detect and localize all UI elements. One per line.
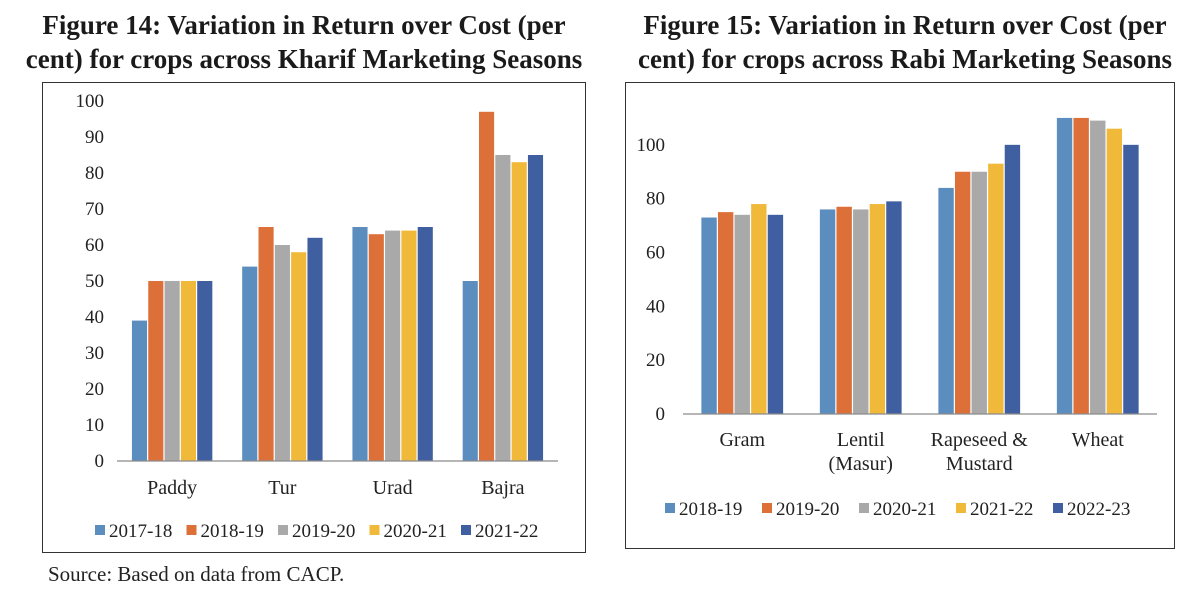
rabi-legend-swatch-2019-20 [762, 503, 772, 513]
kharif-legend-swatch-2018-19 [186, 525, 197, 535]
kharif-y-tick-label: 70 [85, 199, 104, 220]
rabi-y-tick-label: 100 [637, 135, 666, 156]
kharif-bar-2021-22 [417, 227, 433, 461]
kharif-bar-2018-19 [258, 227, 274, 461]
kharif-bar-2019-20 [385, 230, 401, 461]
rabi-bar-2021-22 [1106, 128, 1123, 414]
rabi-legend-swatch-2018-19 [665, 503, 675, 513]
rabi-y-tick-label: 60 [646, 243, 665, 264]
kharif-y-tick-label: 0 [95, 451, 105, 472]
kharif-legend-swatch-2017-18 [95, 525, 105, 535]
kharif-y-tick-label: 80 [85, 163, 104, 184]
kharif-y-tick-label: 30 [85, 343, 104, 364]
rabi-y-tick-label: 80 [646, 189, 665, 210]
rabi-legend-swatch-2020-21 [859, 503, 869, 513]
kharif-legend-swatch-2021-22 [461, 525, 471, 535]
kharif-bar-2021-22 [527, 155, 544, 461]
kharif-y-tick-label: 50 [85, 271, 104, 292]
rabi-bar-2018-19 [938, 187, 954, 414]
rabi-category-label: Gram [719, 429, 765, 451]
rabi-bar-2022-23 [886, 201, 902, 414]
rabi-legend-label: 2019-20 [776, 499, 839, 520]
rabi-bar-2022-23 [1004, 144, 1021, 415]
kharif-bar-2018-19 [148, 281, 164, 461]
kharif-y-tick-label: 60 [85, 235, 104, 256]
rabi-bar-2018-19 [701, 217, 717, 414]
rabi-legend-swatch-2021-22 [956, 503, 966, 513]
figure-15-title-line1: Figure 15: Variation in Return over Cost… [643, 10, 1167, 40]
rabi-category-label: (Masur) [829, 453, 893, 475]
kharif-bar-2017-18 [242, 266, 258, 461]
kharif-bar-2019-20 [164, 281, 180, 461]
kharif-legend-label: 2020-21 [384, 521, 447, 542]
kharif-y-tick-label: 90 [85, 127, 104, 148]
rabi-y-tick-label: 40 [646, 296, 665, 317]
rabi-legend-label: 2022-23 [1067, 499, 1130, 520]
figure-14-title: Figure 14: Variation in Return over Cost… [0, 8, 608, 76]
kharif-y-tick-label: 10 [85, 415, 104, 436]
rabi-bar-2019-20 [717, 212, 734, 414]
kharif-bar-2017-18 [352, 227, 368, 461]
kharif-legend-label: 2019-20 [292, 521, 355, 542]
kharif-bar-2020-21 [291, 252, 307, 461]
rabi-bar-2022-23 [1123, 144, 1139, 415]
kharif-bar-2020-21 [401, 230, 417, 461]
kharif-category-label: Bajra [481, 477, 524, 499]
kharif-y-tick-label: 100 [76, 91, 105, 112]
rabi-bar-2019-20 [954, 171, 971, 414]
kharif-bar-2020-21 [511, 162, 527, 461]
kharif-legend-swatch-2019-20 [278, 525, 288, 535]
figure-14-title-line2: cent) for crops across Kharif Marketing … [25, 44, 583, 74]
source-note: Source: Based on data from CACP. [48, 562, 345, 586]
kharif-category-label: Paddy [147, 477, 197, 499]
rabi-legend-swatch-2022-23 [1053, 503, 1063, 513]
kharif-category-label: Tur [268, 477, 297, 499]
rabi-y-tick-label: 20 [646, 350, 665, 371]
rabi-legend-label: 2018-19 [679, 499, 742, 520]
rabi-bar-2021-22 [988, 163, 1004, 414]
kharif-category-label: Urad [373, 477, 413, 499]
kharif-bar-2017-18 [131, 320, 148, 461]
rabi-bar-2020-21 [1090, 120, 1106, 414]
kharif-bar-2020-21 [180, 281, 197, 461]
rabi-bar-2022-23 [767, 214, 784, 414]
rabi-bar-2019-20 [1073, 117, 1089, 415]
rabi-bar-2020-21 [734, 214, 750, 414]
kharif-bar-2017-18 [462, 281, 478, 461]
rabi-category-label: Lentil [837, 429, 885, 451]
rabi-bar-2019-20 [836, 206, 852, 414]
rabi-legend-label: 2020-21 [873, 499, 936, 520]
figure-15-title: Figure 15: Variation in Return over Cost… [610, 8, 1200, 76]
kharif-bar-2021-22 [197, 281, 213, 461]
rabi-category-label: Mustard [946, 453, 1013, 475]
kharif-bar-2018-19 [478, 111, 495, 462]
kharif-bar-2021-22 [307, 237, 323, 461]
kharif-bar-2019-20 [274, 245, 290, 461]
kharif-bar-2019-20 [495, 155, 511, 461]
kharif-bar-2018-19 [368, 234, 384, 461]
kharif-legend-label: 2017-18 [109, 521, 172, 542]
kharif-y-tick-label: 40 [85, 307, 104, 328]
rabi-bar-2021-22 [751, 204, 767, 414]
kharif-legend-swatch-2020-21 [369, 525, 380, 535]
rabi-bar-2018-19 [1056, 117, 1073, 415]
kharif-y-tick-label: 20 [85, 379, 104, 400]
rabi-category-label: Rapeseed & [931, 429, 1029, 451]
rabi-bar-2021-22 [869, 204, 886, 414]
figure-15-title-line2: cent) for crops across Rabi Marketing Se… [638, 44, 1172, 74]
rabi-bar-2018-19 [819, 209, 836, 414]
kharif-legend-label: 2018-19 [201, 521, 264, 542]
rabi-y-tick-label: 0 [656, 404, 666, 425]
rabi-bar-2020-21 [853, 209, 869, 414]
figure-14-title-line1: Figure 14: Variation in Return over Cost… [42, 10, 566, 40]
rabi-category-label: Wheat [1072, 429, 1125, 451]
rabi-legend-label: 2021-22 [970, 499, 1033, 520]
rabi-bar-2020-21 [971, 171, 987, 414]
kharif-legend-label: 2021-22 [475, 521, 538, 542]
